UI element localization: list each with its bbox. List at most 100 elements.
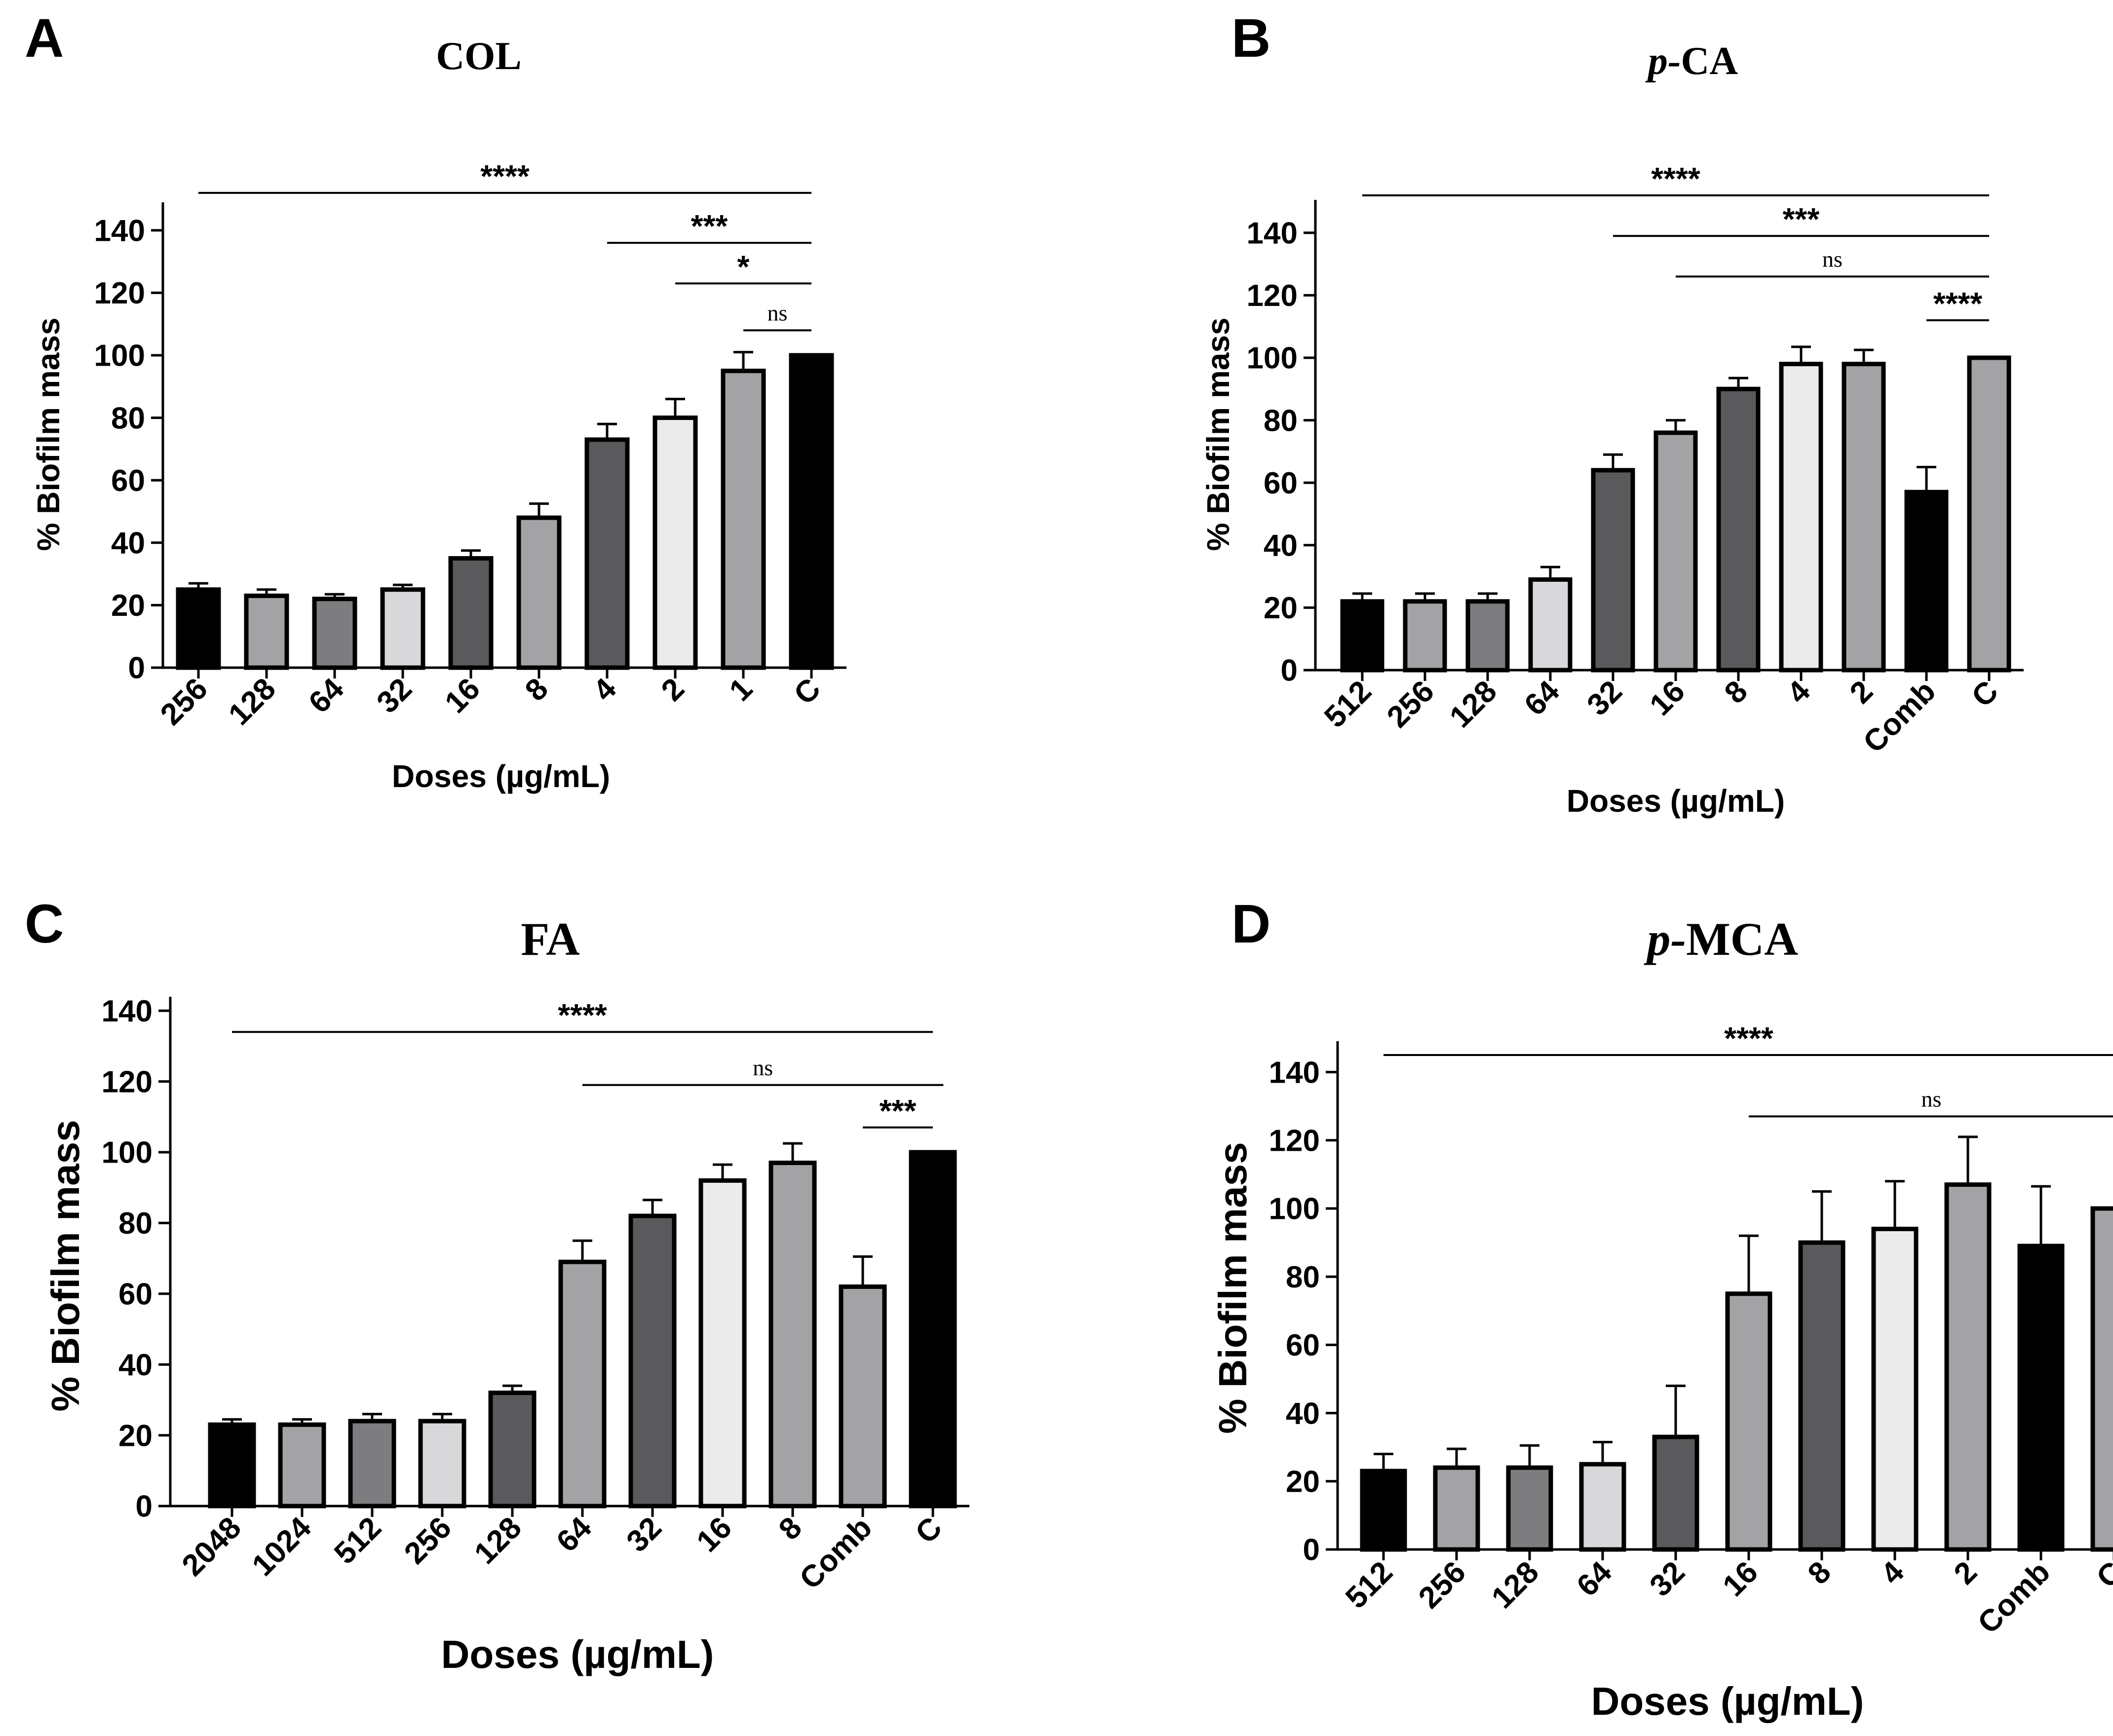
x-tick-label: 1024 <box>246 1510 318 1583</box>
bar <box>448 556 494 670</box>
x-tick-label: 64 <box>1518 674 1566 722</box>
x-tick-label: 64 <box>302 672 350 720</box>
y-tick-label: 60 <box>118 1278 153 1312</box>
bar <box>839 1284 887 1509</box>
x-axis-label: Doses (µg/mL) <box>1567 783 1785 819</box>
title-main: FA <box>521 913 580 965</box>
bar <box>1725 1291 1772 1552</box>
bar <box>909 1150 957 1509</box>
y-tick-label: 140 <box>1269 1056 1320 1090</box>
x-tick-label: 32 <box>370 672 419 720</box>
significance-label: **** <box>558 997 607 1033</box>
y-tick-label: 100 <box>1269 1192 1320 1226</box>
y-tick-label: 80 <box>1264 404 1298 438</box>
bar <box>721 369 766 670</box>
bar <box>1360 1469 1407 1552</box>
bar <box>312 597 357 670</box>
y-tick-label: 140 <box>94 214 145 248</box>
x-tick-label: 16 <box>1643 674 1691 722</box>
bar <box>348 1419 396 1509</box>
x-tick-label: 1 <box>723 672 759 708</box>
significance-label: *** <box>880 1093 917 1129</box>
x-axis-label: Doses (µg/mL) <box>441 1632 714 1676</box>
y-tick-label: 0 <box>1281 654 1298 688</box>
y-tick-label: 20 <box>1264 591 1298 625</box>
x-tick-label: C <box>909 1510 948 1550</box>
bar <box>208 1422 256 1509</box>
y-tick-label: 120 <box>94 276 145 310</box>
x-tick-label: 16 <box>438 672 487 720</box>
x-axis-label: Doses (µg/mL) <box>392 758 610 794</box>
y-axis-label: % Biofilm mass <box>43 1120 87 1411</box>
y-tick-label: 0 <box>1303 1533 1320 1567</box>
significance-label: ns <box>1822 246 1843 271</box>
bar <box>1904 490 1949 673</box>
x-tick-label: 4 <box>587 672 623 708</box>
x-tick-label: 256 <box>1381 674 1441 734</box>
y-tick-label: 20 <box>118 1419 153 1453</box>
x-tick-label: 8 <box>1802 1555 1838 1591</box>
y-tick-label: 80 <box>111 401 145 435</box>
significance-label: **** <box>1651 161 1700 196</box>
bar <box>1506 1465 1553 1552</box>
significance-label: ns <box>768 300 788 325</box>
panel-c: C FA 0 20 40 60 80 100 120 140 % Biofilm mass Doses… <box>25 894 969 1676</box>
y-tick-label: 0 <box>128 651 145 685</box>
significance-label: **** <box>1724 1020 1773 1056</box>
y-tick-label: 120 <box>102 1065 153 1099</box>
bar <box>1798 1240 1845 1552</box>
y-tick-label: 100 <box>1247 341 1298 376</box>
bar <box>1591 468 1635 673</box>
x-tick-label: Comb <box>1857 674 1942 759</box>
bar <box>380 587 425 670</box>
y-tick-label: 140 <box>1247 217 1298 251</box>
significance-label: **** <box>480 158 530 194</box>
x-tick-label: 256 <box>1412 1555 1472 1615</box>
title-italic-prefix: p- <box>1644 913 1686 965</box>
y-tick-label: 20 <box>1286 1465 1320 1499</box>
significance-label: *** <box>691 208 728 244</box>
y-tick-label: 20 <box>111 589 145 623</box>
bar <box>1340 599 1384 673</box>
x-tick-label: 64 <box>1570 1555 1618 1603</box>
x-tick-label: C <box>787 672 827 711</box>
y-tick-label: 40 <box>111 527 145 561</box>
panel-letter: B <box>1231 8 1270 69</box>
x-tick-label: 64 <box>550 1510 598 1559</box>
x-tick-label: 2048 <box>176 1510 248 1583</box>
chart-title: p-CA <box>1645 39 1738 83</box>
bar <box>1944 1182 1992 1552</box>
bar <box>1967 355 2011 673</box>
bar <box>768 1161 817 1509</box>
y-axis-label: % Biofilm mass <box>1211 1142 1255 1434</box>
bar <box>558 1259 607 1509</box>
y-tick-label: 0 <box>136 1490 153 1524</box>
x-tick-label: 2 <box>655 672 691 708</box>
significance-label: **** <box>1933 286 1983 321</box>
x-tick-label: 128 <box>1485 1555 1545 1615</box>
bar <box>698 1178 747 1509</box>
x-tick-label: 512 <box>1339 1555 1399 1615</box>
bar <box>244 593 289 670</box>
y-tick-label: 40 <box>1286 1396 1320 1431</box>
y-tick-label: 60 <box>111 464 145 498</box>
x-tick-label: 2 <box>1948 1555 1984 1591</box>
bar <box>1779 362 1823 673</box>
title-main: CA <box>1681 39 1738 83</box>
bar <box>1433 1465 1480 1552</box>
bar <box>176 587 221 670</box>
bar <box>1871 1226 1919 1552</box>
x-tick-label: 256 <box>398 1510 458 1571</box>
x-tick-label: 16 <box>690 1510 738 1559</box>
bar <box>1716 386 1761 673</box>
y-tick-label: 100 <box>102 1136 153 1170</box>
panel-letter: A <box>25 8 64 69</box>
bar <box>1652 1434 1699 1552</box>
y-tick-label: 60 <box>1264 466 1298 500</box>
chart-title: p-MCA <box>1644 913 1798 965</box>
y-tick-label: 140 <box>102 994 153 1028</box>
title-italic-prefix: p- <box>1645 39 1681 83</box>
x-tick-label: 512 <box>1318 674 1378 734</box>
